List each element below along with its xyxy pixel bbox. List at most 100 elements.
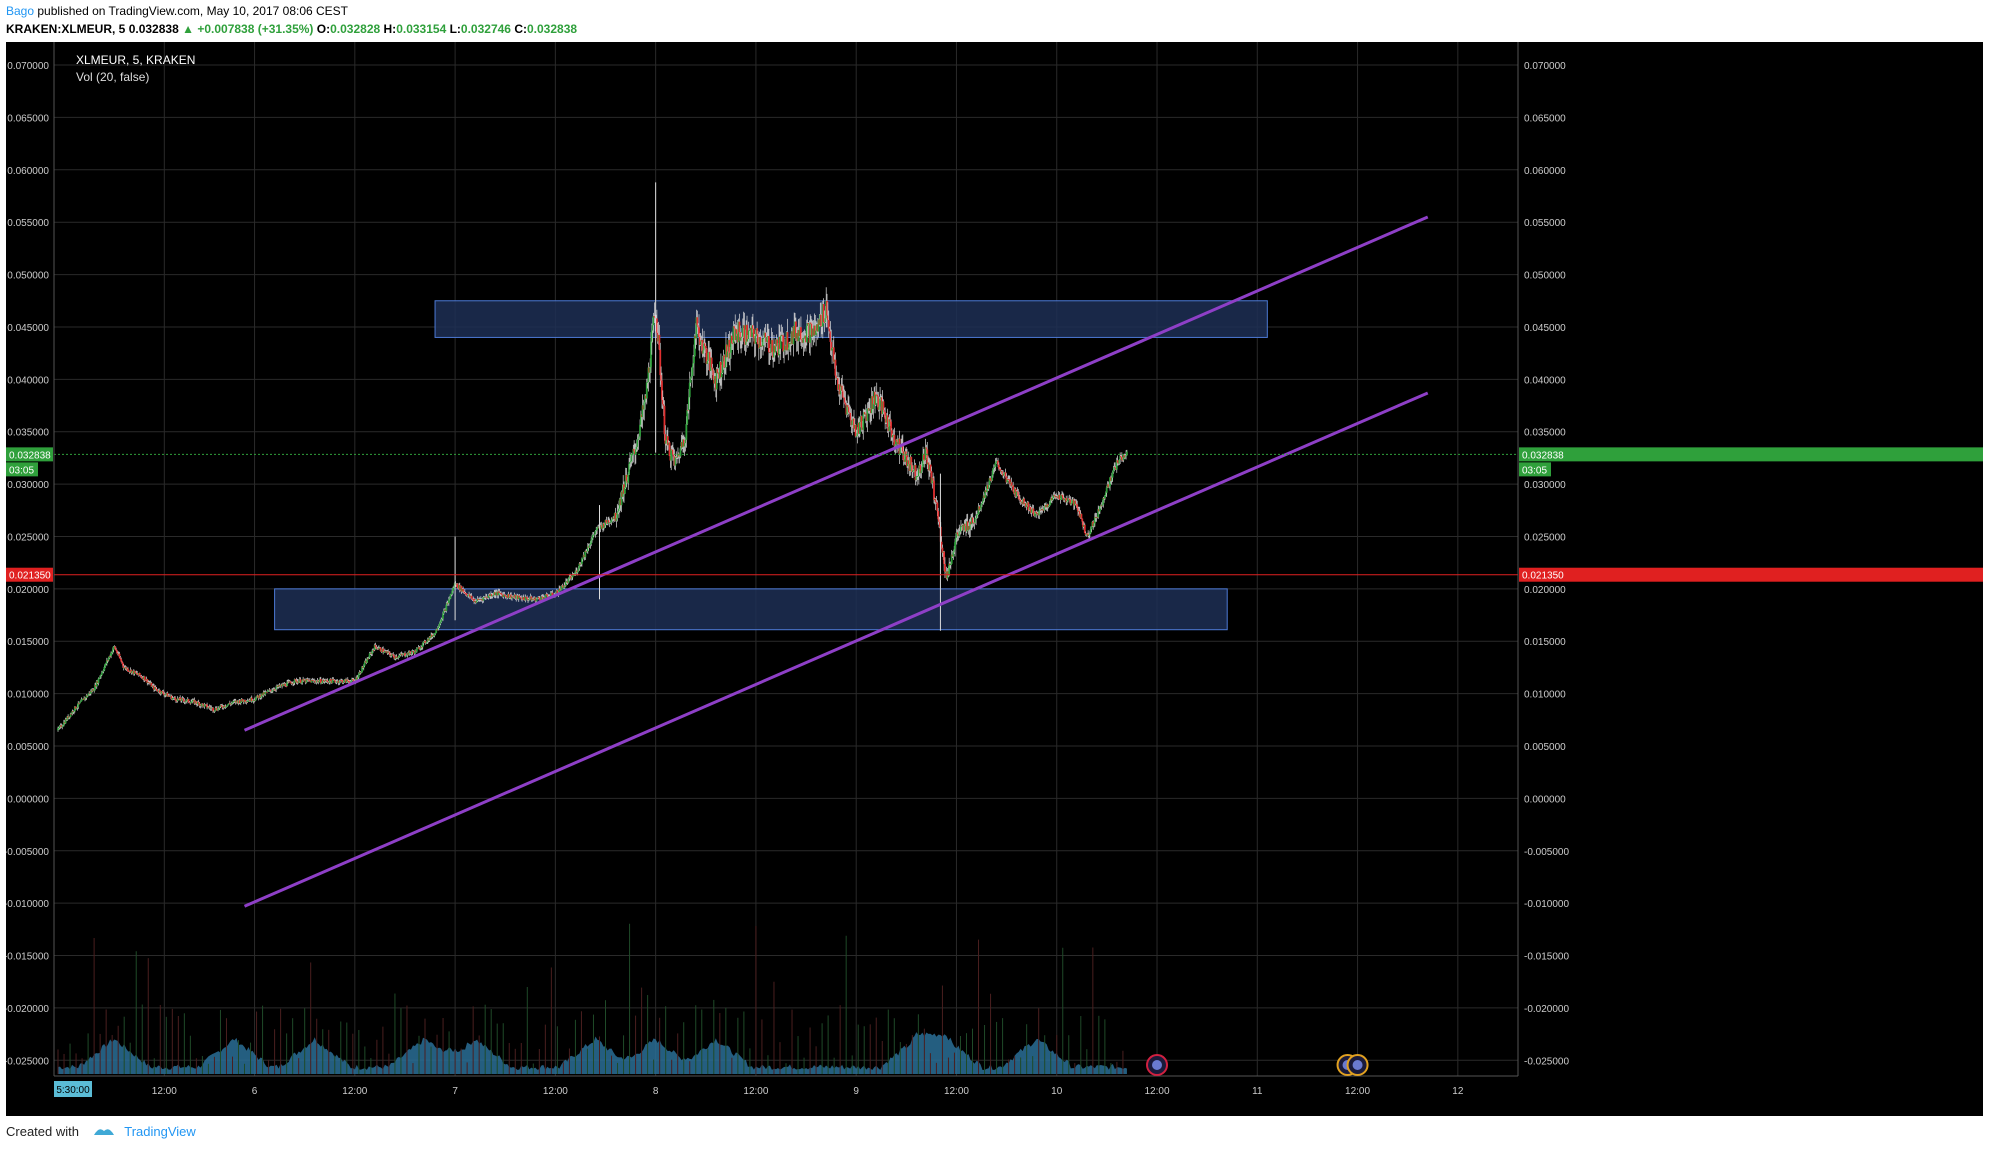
- candle-body: [373, 644, 376, 651]
- candle-body: [781, 334, 784, 336]
- y-tick-right: 0.030000: [1524, 480, 1566, 491]
- candle-body: [508, 597, 511, 598]
- candle-body: [105, 663, 107, 665]
- candle-body: [239, 701, 242, 704]
- candle-body: [421, 643, 424, 648]
- candle-body: [724, 367, 727, 369]
- candle-body: [127, 668, 129, 672]
- candle-body: [260, 696, 262, 698]
- chart-area[interactable]: 0.032838 03:05 0.032838 03:05 0.021350 0.0213…: [6, 42, 1983, 1116]
- y-tick-right: 0.000000: [1524, 794, 1566, 805]
- candle-body: [320, 682, 323, 684]
- candle-body: [212, 707, 214, 711]
- candle-body: [213, 710, 216, 712]
- candle-body: [699, 341, 702, 346]
- candle-body: [757, 334, 759, 345]
- candle-body: [905, 451, 908, 456]
- candle-body: [255, 697, 257, 701]
- candle-body: [254, 700, 257, 701]
- candle-body: [997, 464, 1000, 469]
- candle-body: [911, 465, 914, 472]
- candle-body: [118, 653, 121, 658]
- candle-body: [693, 335, 696, 357]
- candle-body: [164, 694, 167, 696]
- candle-body: [593, 534, 596, 536]
- candle-body: [1056, 496, 1058, 498]
- candle-body: [806, 323, 809, 326]
- candle-body: [103, 666, 106, 671]
- candle-body: [58, 726, 61, 729]
- candle-body: [762, 337, 765, 340]
- candle-body: [988, 478, 991, 486]
- candle-body: [1109, 477, 1111, 487]
- candle-body: [835, 375, 838, 379]
- candle-body: [185, 699, 188, 702]
- candle-body: [520, 597, 523, 599]
- candle-body: [634, 449, 637, 455]
- candle-body: [225, 706, 228, 708]
- candle-body: [154, 687, 157, 689]
- candle-body: [274, 689, 277, 691]
- candle-body: [794, 321, 797, 339]
- candle-body: [1070, 503, 1073, 505]
- candle-body: [437, 626, 440, 628]
- candle-body: [1046, 504, 1049, 508]
- candle-body: [286, 682, 289, 687]
- candle-body: [244, 699, 246, 702]
- candle-body: [671, 449, 673, 451]
- last-price-badge-right-text: 0.032838: [1522, 450, 1564, 461]
- red-level-badge-left-text: 0.021350: [9, 571, 51, 582]
- candle-body: [935, 501, 938, 503]
- candle-body: [448, 598, 451, 600]
- candle-body: [182, 698, 185, 701]
- candle-body: [104, 663, 107, 667]
- symbol[interactable]: KRAKEN:XLMEUR, 5: [6, 22, 126, 36]
- candle-body: [526, 596, 529, 599]
- y-tick-right: 0.005000: [1524, 742, 1566, 753]
- author-link[interactable]: Bago: [6, 4, 35, 18]
- candle-body: [119, 657, 122, 659]
- price-chart[interactable]: 0.032838 03:05 0.032838 03:05 0.021350 0.0213…: [6, 42, 1983, 1116]
- candle-body: [79, 701, 82, 703]
- candle-body: [752, 328, 755, 339]
- candle-body: [355, 677, 358, 682]
- x-tick-label: 12:00: [543, 1086, 568, 1097]
- y-tick-right: 0.025000: [1524, 532, 1566, 543]
- candle-body: [929, 464, 932, 472]
- candle-body: [305, 679, 308, 683]
- candle-body: [301, 680, 304, 683]
- candle-body: [938, 519, 940, 522]
- candle-body: [921, 466, 924, 471]
- candle-body: [1060, 494, 1063, 500]
- tradingview-link[interactable]: TradingView: [124, 1124, 196, 1139]
- candle-body: [919, 464, 922, 474]
- candle-body: [1008, 479, 1011, 485]
- candle-body: [114, 646, 117, 650]
- candle-body: [1049, 500, 1052, 505]
- candle-body: [227, 704, 230, 706]
- candle-body: [264, 692, 267, 695]
- candle-body: [877, 396, 880, 410]
- candle-body: [392, 654, 395, 656]
- candle-body: [831, 347, 833, 351]
- candle-body: [181, 698, 184, 699]
- candle-body: [267, 690, 270, 692]
- candle-body: [76, 706, 79, 709]
- x-axis: 12:00 6 12:00 7 12:00 8 12:00 9 12:00 10 12:00 11 12…: [54, 1075, 1518, 1097]
- candle-body: [122, 665, 125, 669]
- candle-body: [388, 652, 391, 655]
- candle-body: [890, 421, 892, 431]
- candle-body: [743, 325, 746, 342]
- y-tick-right: 0.020000: [1524, 585, 1566, 596]
- candle-body: [298, 681, 300, 683]
- candle-body: [497, 591, 500, 596]
- candle-body: [559, 588, 561, 590]
- x-tick-label: 10: [1051, 1086, 1063, 1097]
- candle-body: [168, 695, 171, 697]
- candle-body: [581, 558, 584, 560]
- candle-body: [518, 595, 521, 598]
- candle-body: [629, 461, 632, 463]
- candle-body: [319, 679, 322, 684]
- candle-body: [830, 341, 833, 351]
- candle-body: [191, 699, 194, 702]
